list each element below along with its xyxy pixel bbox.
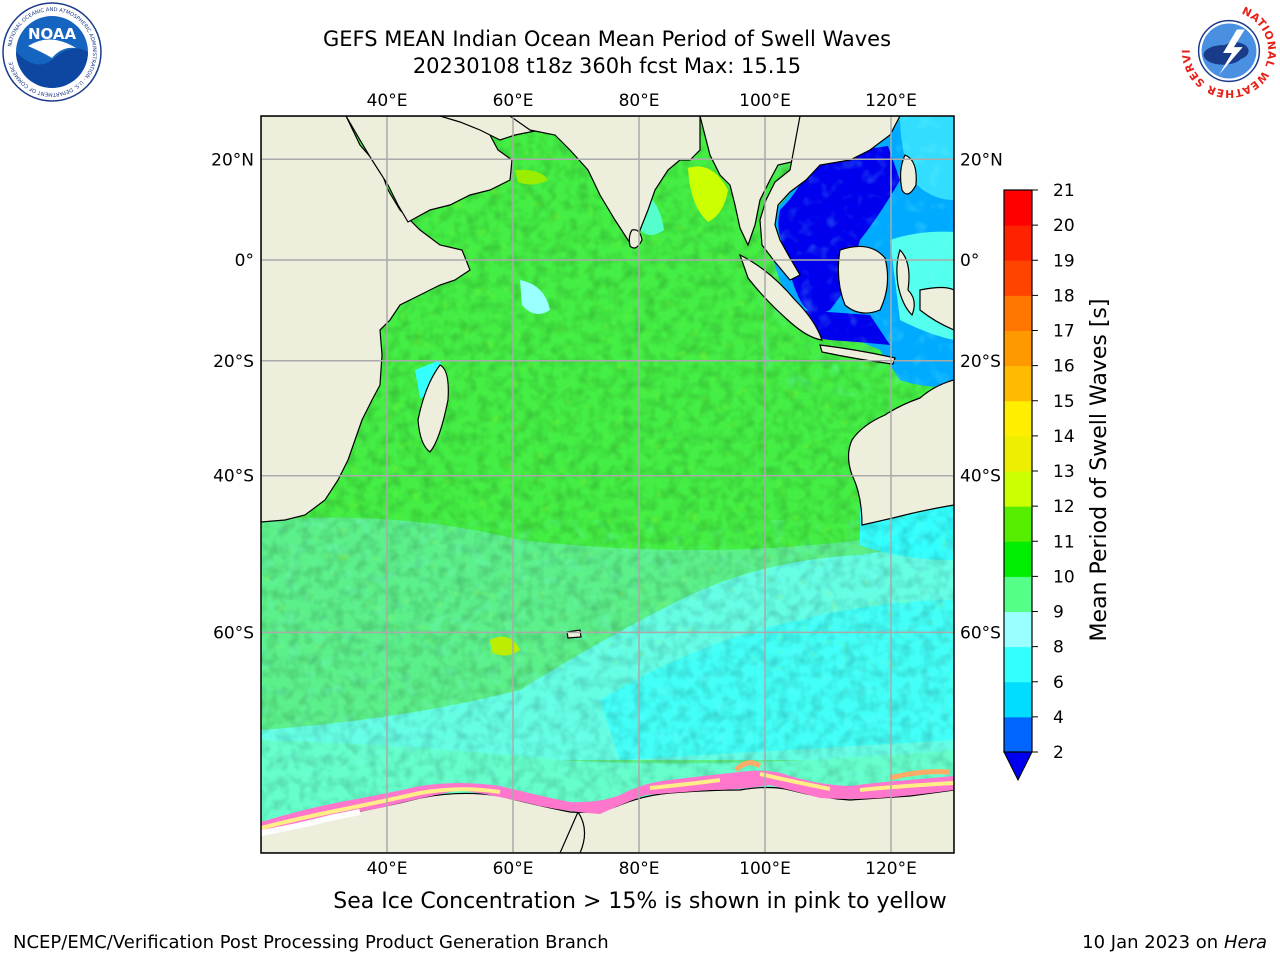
colorbar-label: 15 xyxy=(1053,392,1075,412)
colorbar-segment xyxy=(1004,681,1032,718)
landmass-indochina xyxy=(759,116,901,281)
colorbar-segment xyxy=(1004,295,1032,331)
colorbar: 2 4 6 8 9 10 11 12 13 14 15 16 17 18 19 20 21 xyxy=(1003,181,1075,782)
host-name: Hera xyxy=(1223,932,1267,953)
colorbar-label: 18 xyxy=(1053,286,1075,306)
lat-label-right: 60°S xyxy=(960,623,1001,643)
colorbar-segment xyxy=(1004,435,1032,472)
lon-labels-bottom: 40°E 60°E 80°E 100°E 120°E xyxy=(367,859,917,879)
lat-label-left: 40°S xyxy=(213,467,254,487)
colorbar-segment xyxy=(1004,365,1032,402)
colorbar-segment xyxy=(1004,716,1032,753)
landmass-sumatra xyxy=(738,253,823,341)
noaa-logo: NOAA NATIONAL OCEANIC AND ATMOSPHERIC AD… xyxy=(2,2,102,102)
lon-label-bottom: 100°E xyxy=(739,859,791,879)
sea-ice-fringe xyxy=(261,760,954,836)
colorbar-label: 21 xyxy=(1053,181,1075,201)
colorbar-segment xyxy=(1004,330,1032,367)
lat-label-right: 0° xyxy=(960,251,979,271)
lon-label-top: 120°E xyxy=(865,91,917,111)
colorbar-label: 8 xyxy=(1053,638,1064,658)
lat-label-left: 60°S xyxy=(213,623,254,643)
lat-label-left: 0° xyxy=(235,251,254,271)
map-area xyxy=(261,116,954,853)
colorbar-segment xyxy=(1004,576,1032,612)
colorbar-segment xyxy=(1004,471,1032,507)
map-frame xyxy=(260,115,955,854)
colorbar-label: 14 xyxy=(1053,427,1075,447)
colorbar-segment xyxy=(1004,190,1032,226)
colorbar-title: Mean Period of Swell Waves [s] xyxy=(1087,299,1112,642)
colorbar-segment xyxy=(1004,541,1032,577)
lat-label-right: 20°N xyxy=(960,150,1003,170)
colorbar-under-arrow xyxy=(1003,751,1033,782)
colorbar-label: 16 xyxy=(1053,357,1075,377)
colorbar-label: 11 xyxy=(1053,532,1075,552)
lat-labels-left: 20°N 0° 20°S 40°S 60°S xyxy=(211,150,254,643)
colorbar-segment xyxy=(1004,225,1032,261)
colorbar-segment xyxy=(1004,506,1032,542)
sea-ice-note: Sea Ice Concentration > 15% is shown in … xyxy=(333,889,947,914)
lat-labels-right: 20°N 0° 20°S 40°S 60°S xyxy=(960,150,1003,643)
colorbar-segment xyxy=(1004,646,1032,683)
colorbar-segment xyxy=(1004,260,1032,296)
lat-label-left: 20°N xyxy=(211,150,254,170)
date-text: 10 Jan 2023 on xyxy=(1082,932,1224,953)
landmass-australia xyxy=(847,379,954,526)
lon-label-top: 100°E xyxy=(739,91,791,111)
colorbar-label: 9 xyxy=(1053,603,1064,623)
lon-label-bottom: 60°E xyxy=(493,859,534,879)
colorbar-label: 2 xyxy=(1053,743,1064,763)
lon-label-bottom: 120°E xyxy=(865,859,917,879)
landmass-java xyxy=(819,344,896,365)
chart-subtitle: 20230108 t18z 360h fcst Max: 15.15 xyxy=(412,54,802,78)
map-gridlines xyxy=(261,116,954,853)
colorbar-label: 12 xyxy=(1053,497,1075,517)
lon-label-top: 60°E xyxy=(493,91,534,111)
colorbar-label: 20 xyxy=(1053,216,1075,236)
colorbar-label: 6 xyxy=(1053,673,1064,693)
colorbar-label: 17 xyxy=(1053,322,1075,342)
landmass-borneo xyxy=(837,245,889,314)
lon-label-top: 40°E xyxy=(367,91,408,111)
lat-label-left: 20°S xyxy=(213,352,254,372)
noaa-logo-text: NOAA xyxy=(28,25,77,43)
colorbar-segment xyxy=(1004,611,1032,648)
colorbar-label: 13 xyxy=(1053,462,1075,482)
lon-label-bottom: 40°E xyxy=(367,859,408,879)
colorbar-label: 19 xyxy=(1053,251,1075,271)
colorbar-label: 10 xyxy=(1053,567,1075,587)
swell-patch-bay-of-bengal xyxy=(688,166,728,222)
lat-label-right: 40°S xyxy=(960,467,1001,487)
nws-logo: NATIONAL WEATHER SERVICE xyxy=(1180,2,1278,100)
colorbar-label: 4 xyxy=(1053,708,1064,728)
landmass-africa xyxy=(261,116,471,523)
lon-labels-top: 40°E 60°E 80°E 100°E 120°E xyxy=(367,91,917,111)
chart-title: GEFS MEAN Indian Ocean Mean Period of Sw… xyxy=(322,27,892,51)
lon-label-bottom: 80°E xyxy=(619,859,660,879)
lat-label-right: 20°S xyxy=(960,352,1001,372)
date-stamp: 10 Jan 2023 on Hera xyxy=(1082,932,1267,953)
colorbar-segment xyxy=(1004,400,1032,437)
landmass-madagascar xyxy=(417,364,449,453)
lon-label-top: 80°E xyxy=(619,91,660,111)
credit-text: NCEP/EMC/Verification Post Processing Pr… xyxy=(13,932,609,953)
